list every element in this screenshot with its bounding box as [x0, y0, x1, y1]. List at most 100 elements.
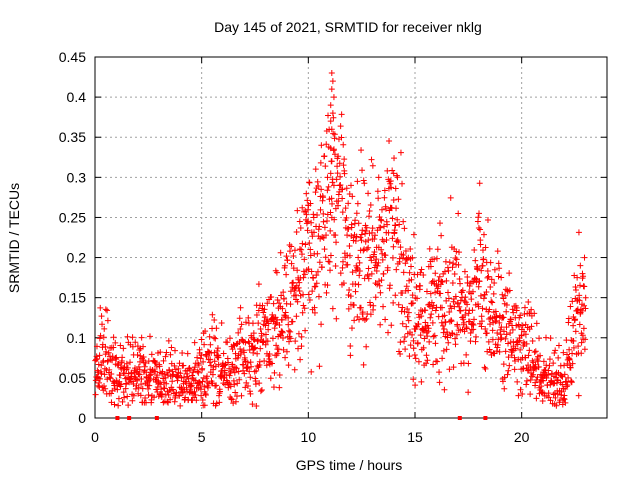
- data-point: [332, 262, 339, 269]
- data-point: [270, 300, 277, 307]
- data-point: [575, 343, 582, 350]
- y-tick-label: 0.05: [59, 370, 86, 386]
- data-point: [486, 346, 493, 353]
- data-point: [491, 279, 498, 286]
- zero-marker: [154, 416, 159, 420]
- data-point: [490, 290, 497, 297]
- data-point: [105, 349, 112, 356]
- data-point: [380, 238, 387, 245]
- data-point: [510, 309, 517, 316]
- data-point: [306, 240, 313, 247]
- data-point: [375, 259, 382, 266]
- data-point: [271, 315, 278, 322]
- data-point: [191, 366, 198, 373]
- data-point: [523, 381, 530, 388]
- data-point: [500, 328, 507, 335]
- data-point: [329, 200, 336, 207]
- peak-data-point: [390, 170, 397, 177]
- data-point: [141, 363, 148, 370]
- data-point: [324, 218, 331, 225]
- data-point: [184, 350, 191, 357]
- data-point: [252, 381, 259, 388]
- data-point: [568, 379, 575, 386]
- data-point: [441, 268, 448, 275]
- data-point: [217, 388, 224, 395]
- data-point: [385, 329, 392, 336]
- data-point: [177, 402, 184, 409]
- data-point: [287, 301, 294, 308]
- data-point: [449, 264, 456, 271]
- peak-data-point: [324, 174, 331, 181]
- data-point: [482, 325, 489, 332]
- data-point: [395, 239, 402, 246]
- data-point: [191, 364, 198, 371]
- data-point: [376, 214, 383, 221]
- peak-data-point: [318, 186, 325, 193]
- data-point: [140, 343, 147, 350]
- data-point: [456, 249, 463, 256]
- data-point: [280, 346, 287, 353]
- data-point: [370, 302, 377, 309]
- data-point: [318, 142, 325, 149]
- data-point: [194, 354, 201, 361]
- data-point: [95, 382, 102, 389]
- data-point: [300, 274, 307, 281]
- data-point: [519, 322, 526, 329]
- data-point: [494, 342, 501, 349]
- data-point: [461, 268, 468, 275]
- data-point: [412, 382, 419, 389]
- peak-data-point: [577, 262, 584, 269]
- data-point: [374, 262, 381, 269]
- data-point: [564, 351, 571, 358]
- data-point: [167, 396, 174, 403]
- data-point: [484, 268, 491, 275]
- data-point: [203, 352, 210, 359]
- data-point: [582, 336, 589, 343]
- data-point: [202, 391, 209, 398]
- peak-data-point: [579, 270, 586, 277]
- data-point: [107, 375, 114, 382]
- data-point: [482, 365, 489, 372]
- data-point: [399, 254, 406, 261]
- data-point: [368, 257, 375, 264]
- zero-marker: [115, 416, 120, 420]
- data-point: [392, 292, 399, 299]
- data-point: [331, 151, 338, 158]
- data-point: [93, 343, 100, 350]
- data-point: [97, 304, 104, 311]
- data-point: [508, 316, 514, 323]
- data-point: [512, 345, 519, 352]
- data-point: [362, 227, 369, 234]
- data-point: [402, 260, 409, 267]
- data-point: [361, 316, 368, 323]
- data-point: [313, 272, 320, 279]
- data-point: [418, 313, 425, 320]
- data-point: [436, 273, 443, 280]
- data-point: [282, 354, 289, 361]
- data-point: [337, 123, 344, 130]
- data-point: [158, 386, 165, 393]
- data-point: [390, 196, 397, 203]
- data-point: [346, 242, 353, 249]
- data-point: [337, 173, 344, 180]
- data-point: [168, 344, 175, 351]
- data-point: [360, 177, 367, 184]
- data-point: [513, 322, 520, 329]
- data-point: [283, 348, 290, 355]
- data-point: [295, 345, 302, 352]
- data-point: [369, 229, 375, 236]
- data-point: [575, 392, 582, 399]
- data-point: [166, 367, 173, 374]
- data-point: [439, 279, 446, 286]
- data-point: [234, 380, 241, 387]
- data-point: [263, 362, 270, 369]
- data-point: [182, 394, 189, 401]
- data-point: [352, 280, 359, 287]
- data-point: [291, 247, 298, 254]
- data-point: [546, 356, 553, 363]
- data-point: [280, 289, 287, 296]
- data-point: [355, 220, 362, 227]
- data-point: [522, 331, 529, 338]
- data-point: [563, 383, 570, 390]
- data-point: [463, 351, 470, 358]
